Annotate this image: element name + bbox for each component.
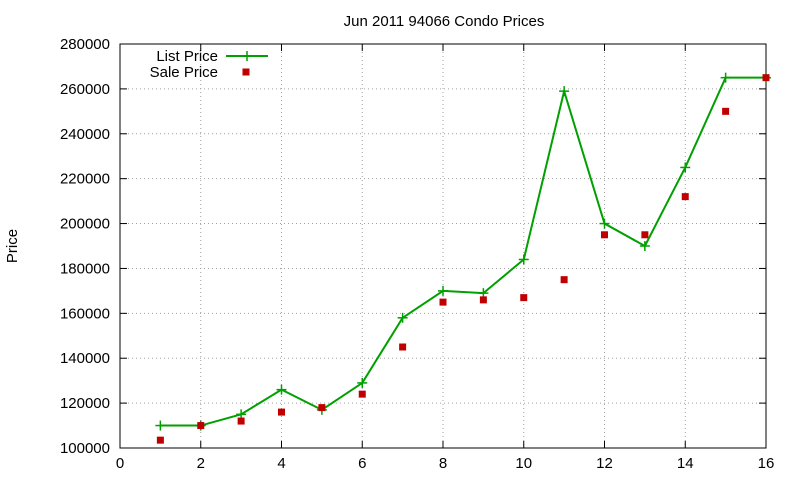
x-tick-label: 4 [277,455,285,472]
y-tick-label: 100000 [60,440,110,457]
sale-price-point [318,404,326,412]
x-tick-label: 12 [596,455,613,472]
x-tick-label: 16 [758,455,775,472]
sale-price-point [520,294,528,302]
sale-price-point [399,343,407,351]
sale-price-point [681,193,689,201]
x-tick-label: 8 [439,455,447,472]
axis-ticks [119,43,767,449]
y-tick-label: 220000 [60,171,110,188]
list-price-point [720,72,731,83]
sale-price-point [641,231,649,239]
x-tick-label: 6 [358,455,366,472]
series-layer [155,72,771,444]
list-price-point [438,285,448,296]
x-tick-label: 2 [197,455,205,472]
legend-label-sale-price: Sale Price [150,64,218,81]
x-tick-label: 14 [677,455,694,472]
y-axis-label: Price [4,229,21,263]
sale-price-point [237,417,245,425]
list-price-point [680,162,691,173]
grid-lines [120,44,766,448]
y-tick-label: 240000 [60,126,110,143]
sale-price-point [722,107,730,115]
y-tick-label: 120000 [60,395,110,412]
y-tick-label: 280000 [60,36,110,53]
sale-price-point [439,298,447,306]
list-price-point [357,377,368,388]
legend-swatch-sale-price [242,68,250,76]
legend-marker-list-price [242,51,252,61]
y-tick-label: 180000 [60,260,110,277]
x-tick-label: 0 [116,455,124,472]
sale-price-point [197,422,205,430]
sale-price-series [156,74,770,444]
list-price-point [559,86,570,97]
list-price-point [397,312,408,323]
sale-price-point [560,276,568,284]
y-tick-label: 200000 [60,216,110,233]
list-price-point [518,254,529,265]
sale-price-point [762,74,770,82]
sale-price-point [278,408,285,416]
list-price-point [639,241,650,251]
x-axis-tick-labels: 0 2 4 6 8 10 12 14 16 [116,455,775,472]
y-axis-tick-labels: 100000 120000 140000 160000 180000 200000 2200… [60,36,110,457]
list-price-point [599,218,610,229]
x-tick-label: 10 [515,455,532,472]
sale-price-point [479,296,487,304]
y-tick-label: 260000 [60,81,110,98]
legend-label-list-price: List Price [156,48,218,65]
sale-price-point [358,390,366,398]
list-price-line [160,76,766,427]
sale-price-point [156,436,164,444]
list-price-point [276,384,287,395]
sale-price-point [601,231,608,239]
chart-title: Jun 2011 94066 Condo Prices [344,13,545,30]
list-price-series [155,72,771,431]
y-tick-label: 160000 [60,305,110,322]
y-tick-label: 140000 [60,350,110,367]
list-price-point [155,420,166,431]
